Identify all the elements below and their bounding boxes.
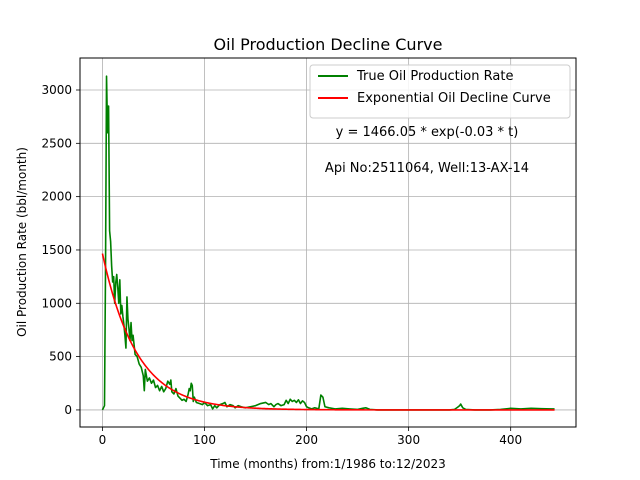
x-tick-label: 0 bbox=[99, 433, 107, 447]
x-tick-label: 100 bbox=[193, 433, 216, 447]
y-axis-label: Oil Production Rate (bbl/month) bbox=[15, 147, 29, 337]
grid bbox=[80, 58, 576, 427]
series-line-exponential-decline-curve bbox=[101, 253, 555, 411]
y-tick-label: 2500 bbox=[41, 136, 72, 150]
x-tick-label: 200 bbox=[295, 433, 318, 447]
legend-label-decline-curve: Exponential Oil Decline Curve bbox=[357, 91, 551, 106]
y-tick-label: 1000 bbox=[41, 296, 72, 310]
ticks: 0 100 200 300 400 0 500 1000 1500 2000 2500 3000 bbox=[41, 83, 522, 447]
x-tick-label: 400 bbox=[499, 433, 522, 447]
legend: True Oil Production Rate Exponential Oil… bbox=[309, 64, 571, 119]
y-tick-label: 0 bbox=[64, 403, 72, 417]
plot-frame bbox=[79, 57, 577, 428]
series-layer bbox=[101, 75, 555, 411]
annotation-equation: y = 1466.05 * exp(-0.03 * t) bbox=[336, 125, 519, 140]
x-axis-label: Time (months) from:1/1986 to:12/2023 bbox=[209, 457, 446, 471]
annotation-well: Api No:2511064, Well:13-AX-14 bbox=[325, 161, 529, 176]
y-tick-label: 1500 bbox=[41, 243, 72, 257]
chart-title: Oil Production Decline Curve bbox=[214, 35, 443, 54]
y-tick-label: 500 bbox=[49, 350, 72, 364]
legend-label-true-rate: True Oil Production Rate bbox=[356, 69, 513, 84]
x-tick-label: 300 bbox=[397, 433, 420, 447]
legend-box bbox=[309, 64, 571, 119]
y-tick-label: 3000 bbox=[41, 83, 72, 97]
y-tick-label: 2000 bbox=[41, 190, 72, 204]
